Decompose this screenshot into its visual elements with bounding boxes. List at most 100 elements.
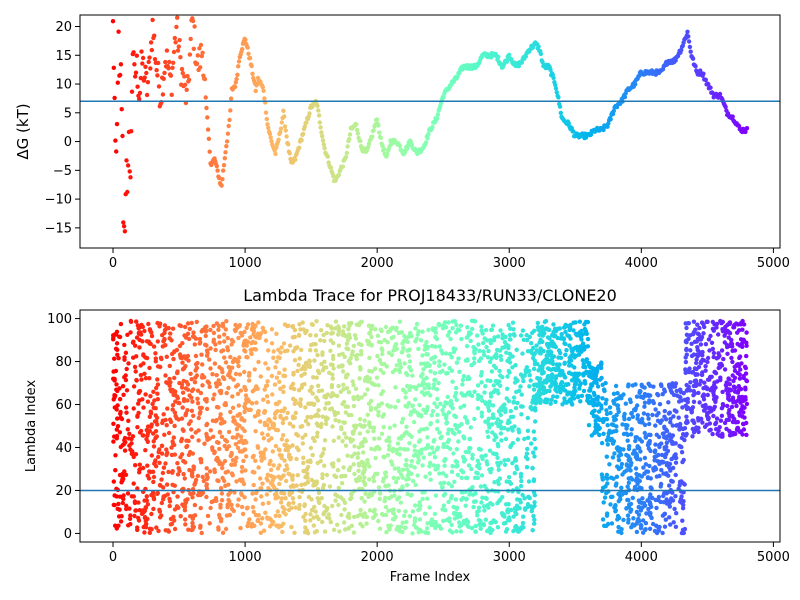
delta-g-point <box>315 103 320 109</box>
lambda-point <box>619 485 624 490</box>
lambda-point <box>536 368 541 373</box>
lambda-point <box>127 516 133 521</box>
lambda-point <box>353 386 359 391</box>
lambda-point <box>204 343 209 348</box>
lambda-point <box>446 437 452 443</box>
lambda-point <box>618 465 624 470</box>
lambda-point <box>507 332 513 338</box>
delta-g-point <box>263 110 269 115</box>
lambda-point <box>676 415 681 420</box>
delta-g-point <box>347 136 352 142</box>
lambda-point <box>478 373 484 378</box>
lambda-point <box>322 406 328 411</box>
lambda-point <box>472 360 477 366</box>
lambda-point <box>416 439 422 444</box>
delta-g-point <box>140 55 146 61</box>
lambda-point <box>633 478 639 483</box>
lambda-point <box>490 323 496 328</box>
lambda-point <box>421 407 426 412</box>
lambda-point <box>369 327 374 332</box>
delta-g-point <box>236 64 241 69</box>
lambda-point <box>224 390 229 396</box>
lambda-point <box>254 384 259 389</box>
lambda-point <box>570 396 575 401</box>
lambda-point <box>626 497 631 503</box>
lambda-point <box>590 383 595 388</box>
lambda-point <box>134 319 139 324</box>
lambda-point <box>507 370 512 375</box>
lambda-point <box>577 319 582 324</box>
lambda-point <box>144 436 149 442</box>
lambda-point <box>394 363 399 368</box>
lambda-point <box>668 420 673 425</box>
lambda-point <box>190 451 195 456</box>
lambda-point <box>652 449 658 455</box>
lambda-point <box>680 506 686 511</box>
lambda-point <box>252 414 258 419</box>
lambda-point <box>250 491 255 496</box>
delta-g-point <box>434 116 440 121</box>
lambda-point <box>400 341 405 346</box>
lambda-point <box>571 389 576 394</box>
lambda-point <box>190 520 195 526</box>
lambda-point <box>735 341 740 347</box>
lambda-point <box>647 526 653 531</box>
lambda-point <box>170 439 175 444</box>
lambda-point <box>416 329 421 334</box>
lambda-point <box>240 426 245 431</box>
lambda-point <box>679 450 685 455</box>
lambda-point <box>420 463 425 468</box>
delta-g-point <box>114 149 119 154</box>
lambda-point <box>680 405 685 410</box>
delta-g-point <box>163 59 168 65</box>
lambda-point <box>423 410 428 415</box>
lambda-point <box>174 416 179 421</box>
lambda-point <box>664 471 669 476</box>
lambda-point <box>643 434 648 439</box>
lambda-point <box>510 354 515 359</box>
delta-g-point <box>496 54 501 60</box>
lambda-point <box>258 486 263 491</box>
delta-g-point <box>374 117 380 122</box>
lambda-point <box>538 337 543 342</box>
delta-g-point <box>224 139 230 144</box>
lambda-point <box>265 399 271 405</box>
delta-g-point <box>276 137 281 142</box>
lambda-point <box>119 514 124 519</box>
lambda-point <box>288 457 293 462</box>
lambda-point <box>496 391 501 396</box>
lambda-point <box>213 347 218 353</box>
lambda-point <box>351 382 356 388</box>
lambda-point <box>233 384 239 389</box>
lambda-point <box>258 331 264 336</box>
delta-g-point <box>199 53 204 59</box>
lambda-point <box>653 442 658 447</box>
lambda-point <box>718 318 723 324</box>
lambda-point <box>441 411 446 417</box>
lambda-point <box>686 336 691 342</box>
lambda-point <box>118 519 124 524</box>
lambda-point <box>277 513 282 519</box>
lambda-point <box>386 508 391 513</box>
lambda-point <box>631 516 636 521</box>
lambda-point <box>271 463 276 468</box>
lambda-point <box>532 521 537 526</box>
lambda-point <box>290 414 296 419</box>
delta-g-point <box>611 108 616 114</box>
lambda-point <box>374 445 379 450</box>
lambda-point <box>215 478 220 483</box>
lambda-point <box>350 379 355 384</box>
lambda-point <box>667 410 672 415</box>
lambda-point <box>278 386 283 391</box>
lambda-point <box>330 391 335 396</box>
lambda-point <box>180 502 185 507</box>
lambda-point <box>128 319 134 324</box>
delta-g-point <box>264 116 269 122</box>
lambda-point <box>424 375 429 381</box>
lambda-point <box>447 446 453 451</box>
delta-g-point <box>184 87 189 93</box>
lambda-point <box>314 319 319 324</box>
lambda-point <box>438 481 443 486</box>
delta-g-point <box>243 37 248 42</box>
lambda-point <box>172 410 178 415</box>
